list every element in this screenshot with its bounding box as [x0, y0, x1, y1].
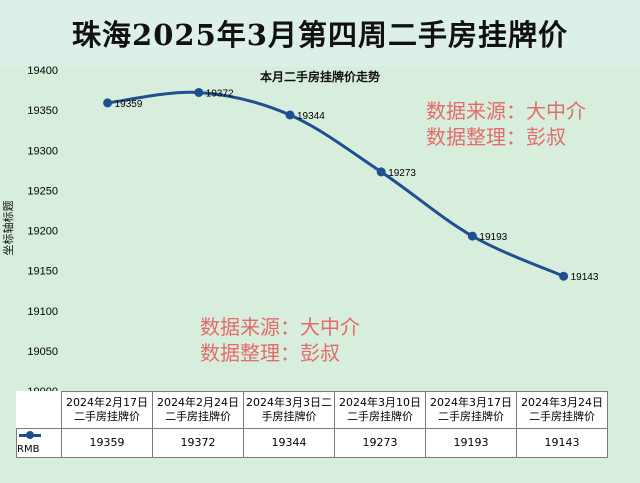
data-label: 19344: [297, 111, 325, 122]
y-tick-label: 19050: [27, 346, 58, 358]
y-tick-label: 19400: [27, 65, 58, 77]
data-table-header-row: 2024年2月17日 二手房挂牌价 2024年2月24日 二手房挂牌价 2024年3…: [17, 391, 608, 429]
category-header: 2024年3月24日 二手房挂牌价: [516, 391, 608, 429]
watermark-bottom: 数据来源：大中介 数据整理：彭叔: [200, 314, 360, 366]
data-point: [559, 271, 569, 281]
y-tick-label: 19200: [27, 226, 58, 238]
watermark-credit: 数据整理：彭叔: [426, 125, 566, 149]
data-table-corner: [17, 392, 62, 429]
data-table-value: 19273: [334, 428, 426, 458]
y-tick-label: 19150: [27, 266, 58, 278]
watermark-top: 数据来源：大中介 数据整理：彭叔: [426, 98, 586, 150]
data-table-value: 19344: [243, 428, 335, 458]
y-tick-label: 19350: [27, 105, 58, 117]
data-label: 19372: [206, 88, 234, 99]
data-table: 2024年2月17日 二手房挂牌价 2024年2月24日 二手房挂牌价 2024年3…: [16, 391, 608, 458]
data-table-value-row: RMB 19359 19372 19344 19273 19193 19143: [16, 428, 608, 458]
data-table-value: 19143: [516, 428, 608, 458]
data-table-value: 19193: [425, 428, 517, 458]
series-line: [107, 90, 565, 278]
y-tick-label: 19100: [27, 306, 58, 318]
category-header: 2024年2月17日 二手房挂牌价: [61, 391, 153, 429]
category-header: 2024年3月17日 二手房挂牌价: [425, 391, 517, 429]
data-table-value: 19359: [61, 428, 153, 458]
legend-entry: RMB: [16, 428, 62, 458]
legend-line-icon: [19, 430, 41, 439]
category-header: 2024年3月3日二 手房挂牌价: [243, 391, 335, 429]
watermark-source: 数据来源：大中介: [426, 99, 586, 123]
data-label: 19193: [479, 232, 507, 243]
data-point: [285, 110, 295, 120]
page-title: 珠海2025年3月第四周二手房挂牌价: [72, 18, 568, 52]
legend-series-name: RMB: [17, 444, 40, 455]
data-point: [467, 231, 477, 241]
category-header: 2024年2月24日 二手房挂牌价: [152, 391, 244, 429]
y-axis-label: 坐标轴标题: [2, 200, 15, 256]
data-label: 19273: [388, 168, 416, 179]
title-bar: 珠海2025年3月第四周二手房挂牌价: [0, 0, 640, 67]
data-table-value: 19372: [152, 428, 244, 458]
chart-title: 本月二手房挂牌价走势: [259, 70, 380, 84]
data-point: [376, 167, 386, 177]
data-point: [103, 98, 113, 108]
data-point: [194, 87, 204, 97]
category-header: 2024年3月10日 二手房挂牌价: [334, 391, 426, 429]
y-tick-label: 19300: [27, 145, 58, 157]
y-tick-label: 19250: [27, 185, 58, 197]
watermark-source: 数据来源：大中介: [200, 315, 360, 339]
watermark-credit: 数据整理：彭叔: [200, 341, 340, 365]
data-label: 19359: [115, 99, 143, 110]
data-label: 19143: [571, 272, 599, 283]
